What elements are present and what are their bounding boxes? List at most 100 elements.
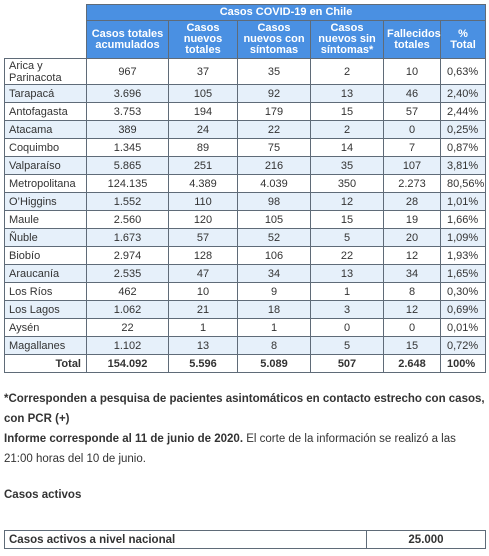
sin-sintomas-cell: 5: [310, 336, 384, 355]
acumulados-cell: 967: [86, 58, 169, 85]
column-header-acumulados: Casos totales acumulados: [86, 20, 169, 59]
fallecidos-cell: 0: [383, 120, 441, 139]
acumulados-cell: 3.753: [86, 102, 169, 121]
sin-sintomas-cell: 350: [310, 174, 384, 193]
acumulados-cell: 2.974: [86, 246, 169, 265]
acumulados-cell: 1.673: [86, 228, 169, 247]
con-sintomas-cell: 22: [237, 120, 311, 139]
pct-cell: 0,25%: [439, 120, 487, 139]
pct-cell: 1,01%: [439, 192, 487, 211]
nuevos-cell: 21: [168, 300, 238, 319]
nuevos-cell: 110: [168, 192, 238, 211]
sin-sintomas-cell: 14: [310, 138, 384, 157]
fallecidos-cell: 0: [383, 318, 441, 337]
total-pct: 100%: [439, 354, 487, 373]
fallecidos-cell: 8: [383, 282, 441, 301]
con-sintomas-cell: 92: [237, 84, 311, 103]
nuevos-cell: 120: [168, 210, 238, 229]
pct-cell: 1,93%: [439, 246, 487, 265]
fallecidos-cell: 46: [383, 84, 441, 103]
con-sintomas-cell: 52: [237, 228, 311, 247]
pct-cell: 1,66%: [439, 210, 487, 229]
nuevos-cell: 47: [168, 264, 238, 283]
con-sintomas-cell: 34: [237, 264, 311, 283]
nuevos-cell: 194: [168, 102, 238, 121]
region-cell: O’Higgins: [4, 192, 87, 211]
table-row: Ñuble 1.673 57 52 5 20 1,09%: [4, 228, 487, 247]
active-cases-table: Casos activos a nivel nacional 25.000: [4, 530, 486, 549]
nuevos-cell: 10: [168, 282, 238, 301]
fallecidos-cell: 19: [383, 210, 441, 229]
acumulados-cell: 22: [86, 318, 169, 337]
sin-sintomas-cell: 15: [310, 102, 384, 121]
region-cell: Araucanía: [4, 264, 87, 283]
report-cutoff-text: El corte de la información se realizó a …: [4, 433, 456, 465]
fallecidos-cell: 57: [383, 102, 441, 121]
fallecidos-cell: 2.273: [383, 174, 441, 193]
table-row: Los Ríos 462 10 9 1 8 0,30%: [4, 282, 487, 301]
acumulados-cell: 3.696: [86, 84, 169, 103]
con-sintomas-cell: 179: [237, 102, 311, 121]
corner-empty-cell: [4, 20, 87, 59]
sin-sintomas-cell: 13: [310, 264, 384, 283]
pct-cell: 0,87%: [439, 138, 487, 157]
fallecidos-cell: 15: [383, 336, 441, 355]
total-con-sintomas: 5.089: [237, 354, 311, 373]
sin-sintomas-cell: 1: [310, 282, 384, 301]
acumulados-cell: 124.135: [86, 174, 169, 193]
sin-sintomas-cell: 3: [310, 300, 384, 319]
region-cell: Antofagasta: [4, 102, 87, 121]
sin-sintomas-cell: 5: [310, 228, 384, 247]
pct-cell: 0,01%: [439, 318, 487, 337]
con-sintomas-cell: 105: [237, 210, 311, 229]
con-sintomas-cell: 8: [237, 336, 311, 355]
con-sintomas-cell: 9: [237, 282, 311, 301]
acumulados-cell: 389: [86, 120, 169, 139]
total-acumulados: 154.092: [86, 354, 169, 373]
table-row: Antofagasta 3.753 194 179 15 57 2,44%: [4, 102, 487, 121]
acumulados-cell: 1.062: [86, 300, 169, 319]
table-row: Atacama 389 24 22 2 0 0,25%: [4, 120, 487, 139]
pct-cell: 80,56%: [439, 174, 487, 193]
nuevos-cell: 13: [168, 336, 238, 355]
nuevos-cell: 105: [168, 84, 238, 103]
pct-cell: 0,63%: [439, 58, 487, 85]
region-cell: Valparaíso: [4, 156, 87, 175]
table-row: Magallanes 1.102 13 8 5 15 0,72%: [4, 336, 487, 355]
region-cell: Maule: [4, 210, 87, 229]
active-cases-row: Casos activos a nivel nacional 25.000: [4, 530, 486, 549]
acumulados-cell: 5.865: [86, 156, 169, 175]
fallecidos-cell: 28: [383, 192, 441, 211]
acumulados-cell: 462: [86, 282, 169, 301]
table-row: Arica y Parinacota 967 37 35 2 10 0,63%: [4, 58, 487, 85]
nuevos-cell: 24: [168, 120, 238, 139]
region-cell: Biobío: [4, 246, 87, 265]
corner-empty-cell: [4, 4, 87, 21]
active-cases-label: Casos activos a nivel nacional: [4, 530, 367, 549]
total-sin-sintomas: 507: [310, 354, 384, 373]
table-row: Coquimbo 1.345 89 75 14 7 0,87%: [4, 138, 487, 157]
pct-cell: 0,30%: [439, 282, 487, 301]
sin-sintomas-cell: 0: [310, 318, 384, 337]
con-sintomas-cell: 1: [237, 318, 311, 337]
region-cell: Tarapacá: [4, 84, 87, 103]
region-cell: Los Ríos: [4, 282, 87, 301]
pct-cell: 1,09%: [439, 228, 487, 247]
acumulados-cell: 1.345: [86, 138, 169, 157]
sin-sintomas-cell: 15: [310, 210, 384, 229]
pct-cell: 2,44%: [439, 102, 487, 121]
table-row: Araucanía 2.535 47 34 13 34 1,65%: [4, 264, 487, 283]
con-sintomas-cell: 98: [237, 192, 311, 211]
column-header-con-sintomas: Casos nuevos con síntomas: [237, 20, 311, 59]
table-row: Tarapacá 3.696 105 92 13 46 2,40%: [4, 84, 487, 103]
region-cell: Atacama: [4, 120, 87, 139]
pct-cell: 3,81%: [439, 156, 487, 175]
nuevos-cell: 128: [168, 246, 238, 265]
table-row: O’Higgins 1.552 110 98 12 28 1,01%: [4, 192, 487, 211]
active-cases-value: 25.000: [366, 530, 486, 549]
fallecidos-cell: 107: [383, 156, 441, 175]
column-header-pct-total: % Total: [439, 20, 487, 59]
fallecidos-cell: 10: [383, 58, 441, 85]
nuevos-cell: 251: [168, 156, 238, 175]
